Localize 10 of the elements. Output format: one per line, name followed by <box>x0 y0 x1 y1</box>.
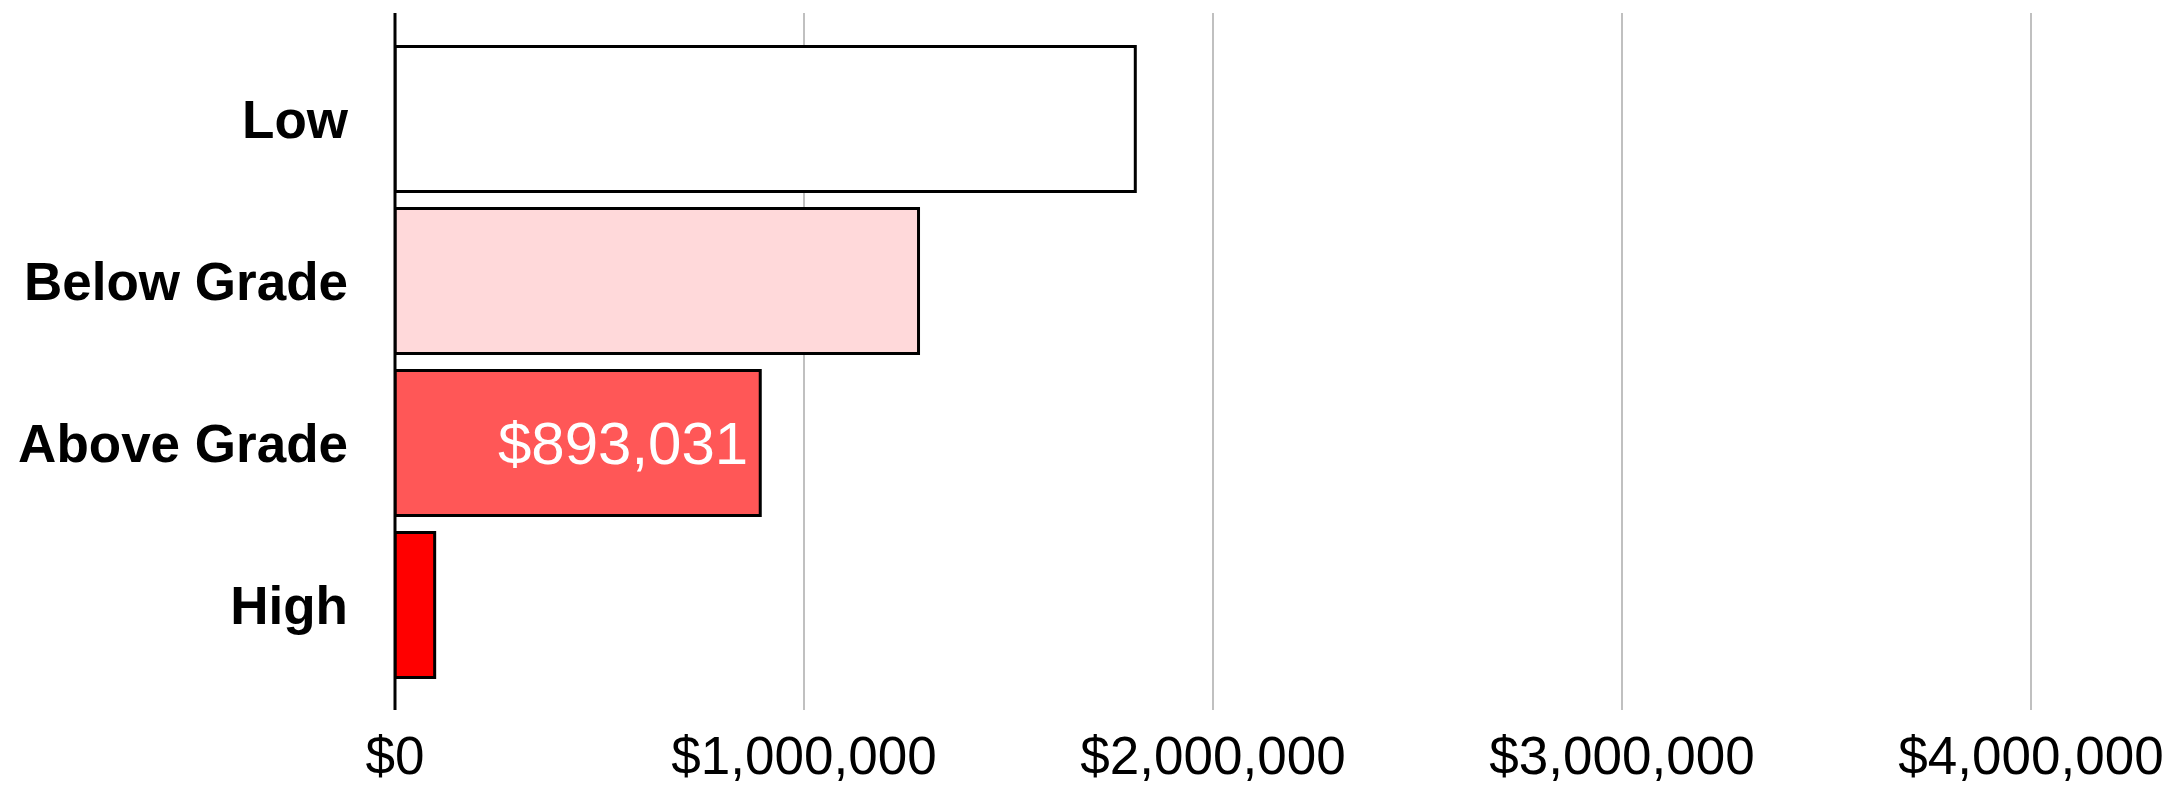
y-tick-label: High <box>230 575 348 635</box>
x-tick-label: $2,000,000 <box>1080 725 1346 785</box>
data-label: $893,031 <box>497 410 749 478</box>
x-tick-label: $0 <box>365 725 425 785</box>
x-tick-label: $3,000,000 <box>1489 725 1755 785</box>
x-tick-label: $1,000,000 <box>671 725 937 785</box>
y-tick-label: Low <box>242 89 349 149</box>
x-tick-label: $4,000,000 <box>1898 725 2164 785</box>
y-tick-label: Above Grade <box>18 413 348 473</box>
y-tick-label: Below Grade <box>24 251 348 311</box>
